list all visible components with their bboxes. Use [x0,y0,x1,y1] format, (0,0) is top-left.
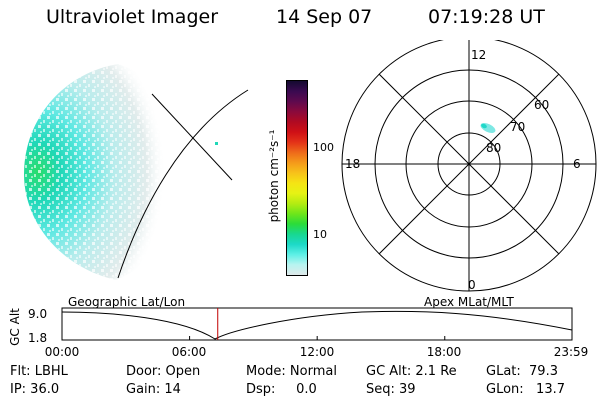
lat-label-80: 80 [486,141,501,155]
timeline-x-tick-2359: 23:59 [553,345,589,359]
timeline-right-label: Apex MLat/MLT [424,295,514,309]
mlt-label-6: 6 [573,157,581,171]
info-glon: GLon: 13.7 [486,382,566,397]
auroral-image [24,64,249,280]
polar-plot: 12 18 6 0 60 70 80 [341,40,597,292]
timeline-x-tick-0600: 06:00 [171,345,207,359]
timeline-y-tick-max: 9.0 [28,307,48,321]
colorbar-tick-100: 100 [313,141,334,154]
lat-label-60: 60 [534,98,549,112]
info-filter: Flt: LBHL [10,364,68,379]
altitude-timeline [61,307,573,341]
timeline-axis-title: GC Alt [8,308,22,346]
info-gain: Gain: 14 [126,382,181,397]
colorbar-unit-label: photon cm⁻²s⁻¹ [267,129,281,223]
date-label: 14 Sep 07 [276,6,373,28]
mlt-label-12: 12 [471,48,486,62]
info-glat: GLat: 79.3 [486,364,558,379]
terminator-arc [117,89,249,279]
colorbar-tick-10: 10 [313,228,327,241]
timeline-left-label: Geographic Lat/Lon [68,295,186,309]
info-ip: IP: 36.0 [10,382,60,397]
timeline-x-tick-0000: 00:00 [44,345,80,359]
grid-line [151,93,233,181]
colorbar [286,80,308,276]
mlt-label-18: 18 [345,157,360,171]
time-label: 07:19:28 UT [428,6,545,28]
info-gc-alt: GC Alt: 2.1 Re [366,364,457,379]
mlt-label-0: 0 [468,278,476,292]
info-seq: Seq: 39 [366,382,416,397]
colorbar-gradient [287,81,307,275]
lat-label-70: 70 [510,120,525,134]
altitude-curve [61,310,573,340]
auroral-oval-patch [480,123,496,133]
timeline-x-tick-1800: 18:00 [426,345,462,359]
info-door: Door: Open [126,364,201,379]
timeline-x-tick-1200: 12:00 [299,345,335,359]
timeline-y-tick-min: 1.8 [28,331,48,345]
info-dsp: Dsp: 0.0 [246,382,317,397]
info-mode: Mode: Normal [246,364,337,379]
instrument-title: Ultraviolet Imager [46,6,219,28]
